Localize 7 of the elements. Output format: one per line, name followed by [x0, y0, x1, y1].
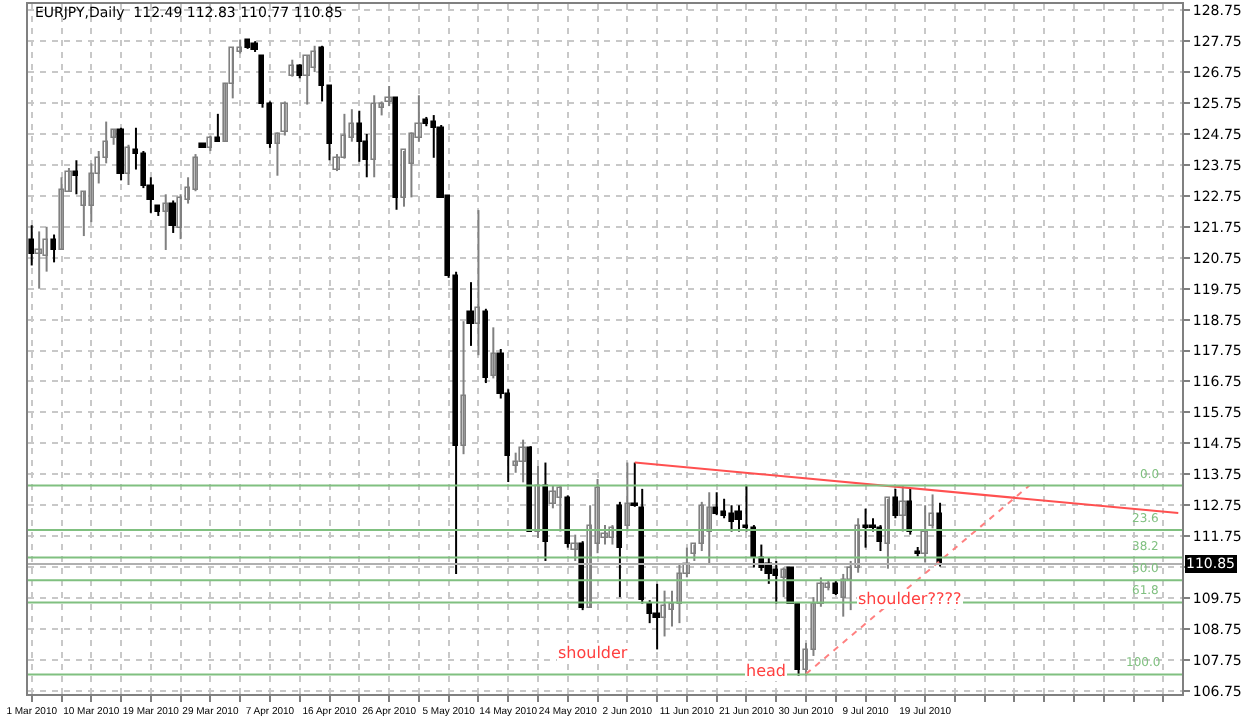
- candlestick: [384, 85, 392, 108]
- candlestick: [34, 230, 42, 290]
- candlestick: [652, 582, 660, 651]
- annotation: shoulder: [558, 644, 629, 662]
- candlestick: [198, 142, 206, 148]
- annotation: head: [746, 662, 786, 680]
- annotation: shoulder????: [858, 590, 962, 608]
